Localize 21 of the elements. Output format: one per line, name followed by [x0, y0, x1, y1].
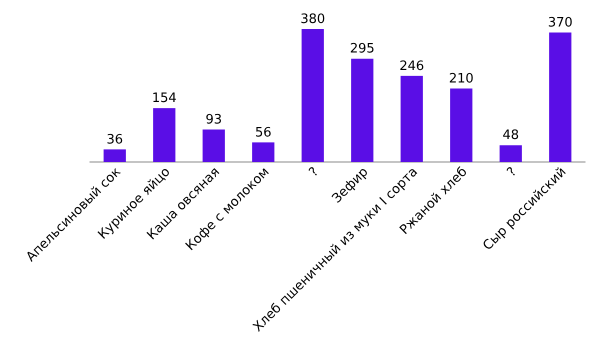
data-label: 56: [254, 125, 272, 140]
data-label: 48: [502, 128, 520, 144]
data-label: 295: [350, 42, 375, 57]
data-label: 36: [106, 132, 124, 148]
bar: [400, 76, 423, 162]
bar: [104, 149, 126, 162]
bar: [450, 88, 472, 162]
bar: [252, 142, 274, 162]
bar: [549, 32, 572, 162]
data-label: 154: [152, 90, 177, 106]
bar: [351, 58, 374, 162]
data-label: 210: [448, 71, 474, 86]
data-label: 380: [300, 12, 326, 27]
data-label: 246: [399, 58, 424, 74]
bar: [302, 29, 324, 162]
x-tick-label: ?: [306, 164, 322, 180]
data-label: 93: [205, 112, 222, 128]
bar: [500, 145, 522, 162]
data-label: 370: [548, 15, 573, 30]
bar: [153, 108, 176, 162]
bar: [202, 129, 225, 162]
